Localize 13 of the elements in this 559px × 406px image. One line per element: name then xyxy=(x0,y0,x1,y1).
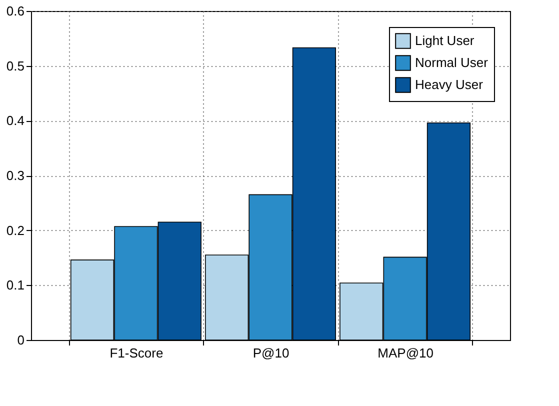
y-tick-label: 0.3 xyxy=(6,168,24,183)
x-tick-label: F1-Score xyxy=(110,346,164,360)
x-tick-label: P@10 xyxy=(252,346,290,360)
y-tick-label: 0.5 xyxy=(6,58,24,74)
y-tick-label: 0.2 xyxy=(6,222,24,238)
y-tick-label: 0.6 xyxy=(6,4,24,18)
legend-label: Light User xyxy=(415,33,475,48)
y-tick-label: 0 xyxy=(17,332,24,348)
legend-label: Heavy User xyxy=(415,77,484,92)
y-tick-label: 0.4 xyxy=(6,113,24,128)
y-tick-label: 0.1 xyxy=(6,278,24,293)
x-tick-label: MAP@10 xyxy=(378,346,434,360)
legend-label: Normal User xyxy=(415,55,489,70)
